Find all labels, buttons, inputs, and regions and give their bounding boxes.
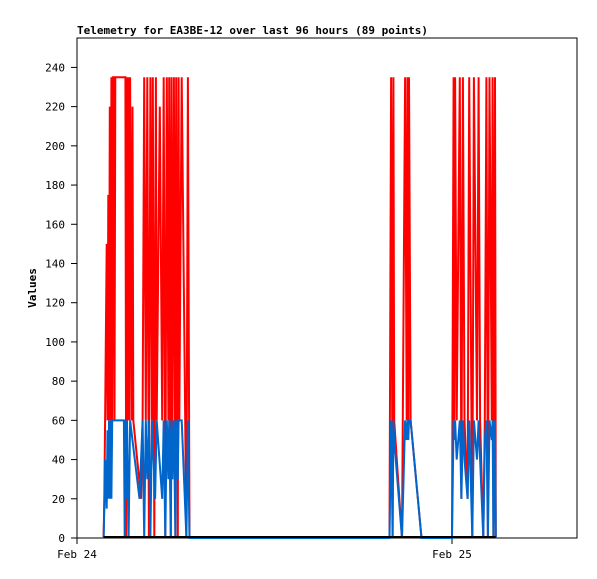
y-tick-label: 220 bbox=[45, 101, 65, 114]
x-tick-label: Feb 25 bbox=[432, 548, 472, 561]
y-tick-label: 200 bbox=[45, 140, 65, 153]
y-tick-label: 240 bbox=[45, 61, 65, 74]
series-line-2 bbox=[102, 419, 497, 539]
y-tick-label: 40 bbox=[52, 454, 65, 467]
y-tick-label: 100 bbox=[45, 336, 65, 349]
x-tick-label: Feb 24 bbox=[57, 548, 97, 561]
x-axis-ticks: Feb 24 Feb 25 bbox=[57, 538, 472, 561]
y-tick-label: 120 bbox=[45, 297, 65, 310]
chart-title: Telemetry for EA3BE-12 over last 96 hour… bbox=[77, 24, 428, 37]
y-tick-label: 0 bbox=[58, 532, 65, 545]
y-axis-ticks: 0 20 40 60 80 100 120 140 160 180 200 220 240 bbox=[45, 61, 77, 545]
series-group bbox=[102, 76, 497, 539]
y-tick-label: 140 bbox=[45, 257, 65, 270]
y-tick-label: 20 bbox=[52, 493, 65, 506]
y-tick-label: 180 bbox=[45, 179, 65, 192]
y-tick-label: 160 bbox=[45, 218, 65, 231]
y-tick-label: 60 bbox=[52, 414, 65, 427]
y-tick-label: 80 bbox=[52, 375, 65, 388]
y-axis-label: Values bbox=[26, 268, 39, 308]
